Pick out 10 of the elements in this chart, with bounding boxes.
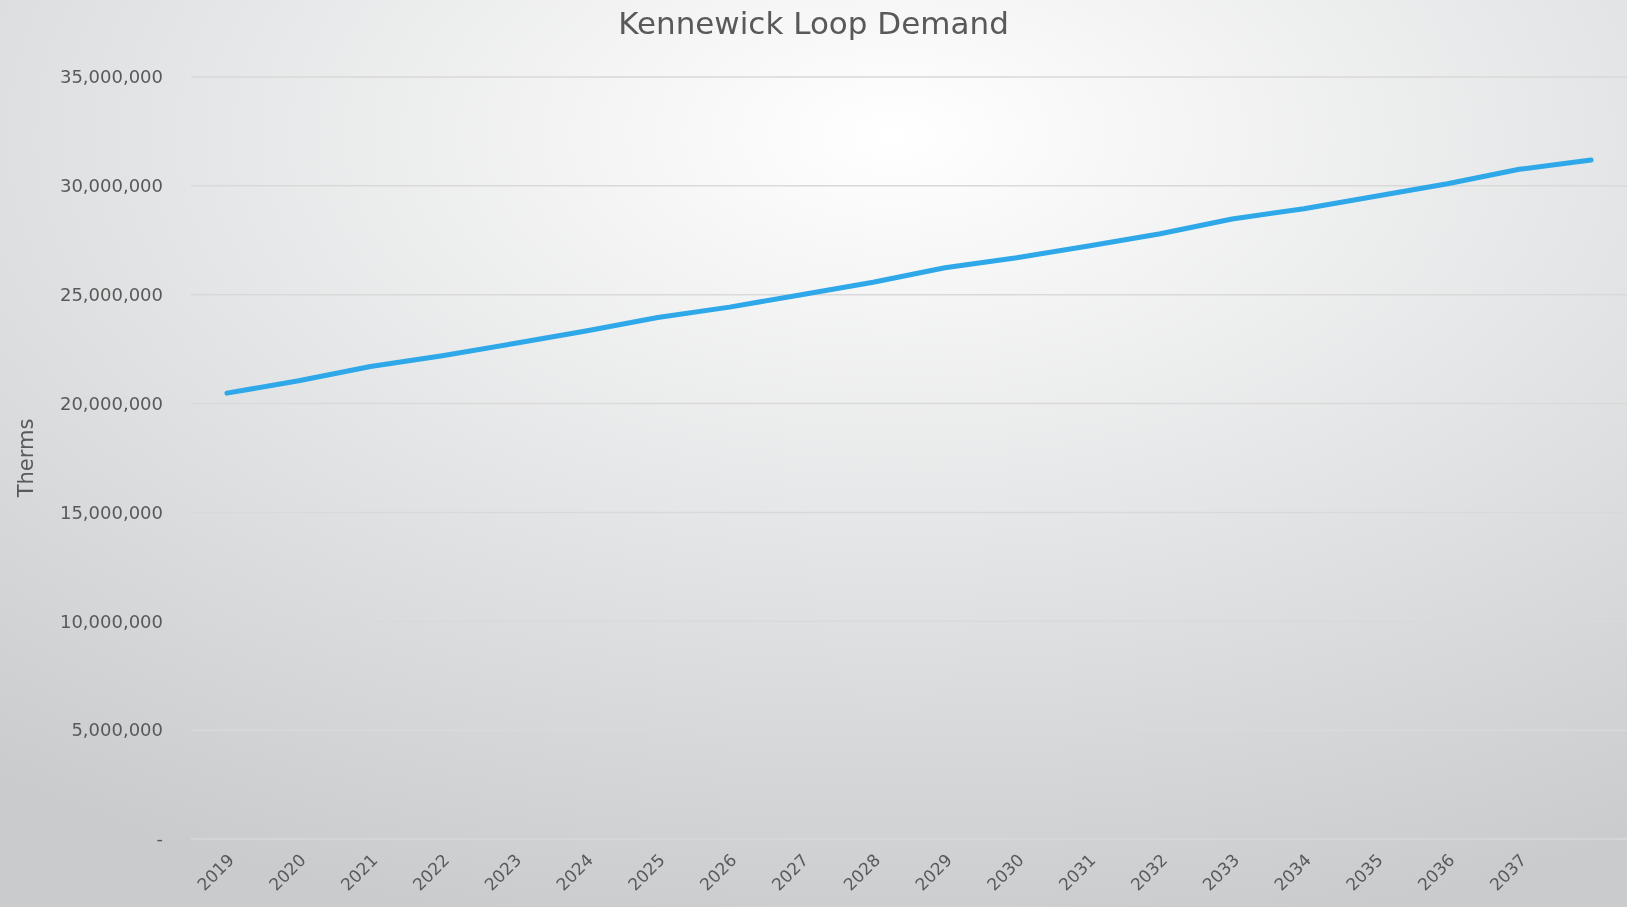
y-axis-title: Therms (14, 418, 38, 499)
y-tick-label: 30,000,000 (59, 175, 163, 197)
y-tick-label: 10,000,000 (59, 610, 163, 632)
y-tick-label: 20,000,000 (59, 392, 163, 414)
y-tick-label: 25,000,000 (59, 284, 163, 306)
y-tick-label: 35,000,000 (59, 66, 163, 88)
y-tick-label: 5,000,000 (71, 719, 163, 741)
y-tick-label: 15,000,000 (59, 501, 163, 523)
y-tick-label: - (156, 828, 163, 850)
chart-title: Kennewick Loop Demand (618, 5, 1009, 41)
